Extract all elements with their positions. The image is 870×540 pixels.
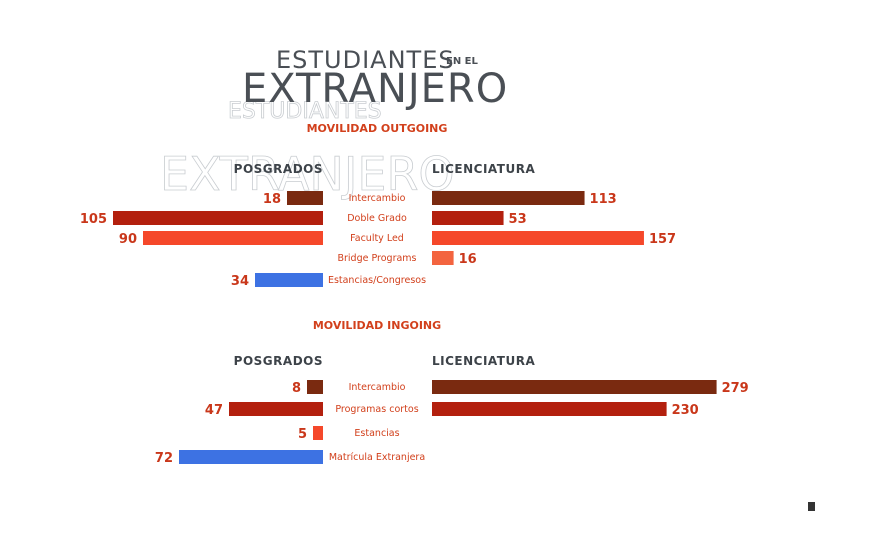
- category-label: Intercambio: [349, 193, 406, 204]
- value-label-posgrados: 90: [119, 232, 137, 247]
- value-label-licenciatura: 279: [722, 381, 749, 396]
- value-label-posgrados: 34: [231, 274, 249, 289]
- bar-posgrados: [179, 450, 323, 464]
- bar-posgrados: [229, 402, 323, 416]
- header-licenciatura: LICENCIATURA: [432, 354, 535, 368]
- value-label-licenciatura: 16: [459, 252, 477, 267]
- section-title: MOVILIDAD OUTGOING: [307, 122, 448, 135]
- bar-posgrados: [255, 273, 323, 287]
- svg-text:ESTUDIANTES: ESTUDIANTES: [228, 99, 382, 124]
- category-label: Estancias/Congresos: [328, 275, 426, 286]
- category-label: Matrícula Extranjera: [329, 452, 425, 463]
- category-label: Estancias: [354, 428, 399, 439]
- category-label: Programas cortos: [335, 404, 418, 415]
- bar-licenciatura: [432, 211, 504, 225]
- value-label-licenciatura: 53: [509, 212, 527, 227]
- title-line1: ESTUDIANTES: [276, 46, 455, 74]
- category-label: Bridge Programs: [337, 253, 416, 264]
- section-title: MOVILIDAD INGOING: [313, 319, 441, 332]
- value-label-licenciatura: 230: [672, 403, 699, 418]
- category-label: Doble Grado: [347, 213, 407, 224]
- value-label-posgrados: 105: [80, 212, 107, 227]
- bar-licenciatura: [432, 251, 454, 265]
- bar-posgrados: [313, 426, 323, 440]
- header-licenciatura: LICENCIATURA: [432, 162, 535, 176]
- bar-posgrados: [307, 380, 323, 394]
- value-label-licenciatura: 157: [649, 232, 676, 247]
- bar-licenciatura: [432, 191, 585, 205]
- bar-posgrados: [113, 211, 323, 225]
- header-posgrados: POSGRADOS: [234, 162, 323, 176]
- title-line2: EXTRANJERO: [242, 66, 508, 112]
- header-posgrados: POSGRADOS: [234, 354, 323, 368]
- bar-licenciatura: [432, 380, 717, 394]
- bar-licenciatura: [432, 402, 667, 416]
- value-label-posgrados: 72: [155, 451, 173, 466]
- charts-group: MOVILIDAD OUTGOING POSGRADOS LICENCIATURA I…: [80, 122, 749, 466]
- value-label-posgrados: 47: [205, 403, 223, 418]
- category-label: Faculty Led: [350, 233, 404, 244]
- value-label-licenciatura: 113: [590, 192, 617, 207]
- bar-posgrados: [143, 231, 323, 245]
- value-label-posgrados: 8: [292, 381, 301, 396]
- category-label: Intercambio: [349, 382, 406, 393]
- bar-licenciatura: [432, 231, 644, 245]
- corner-mark: [808, 502, 815, 511]
- ghost-title: ESTUDIANTES EXTRANJERO: [160, 99, 455, 202]
- value-label-posgrados: 18: [263, 192, 281, 207]
- value-label-posgrados: 5: [298, 427, 307, 442]
- bar-posgrados: [287, 191, 323, 205]
- title-line1-small: EN EL: [446, 56, 479, 67]
